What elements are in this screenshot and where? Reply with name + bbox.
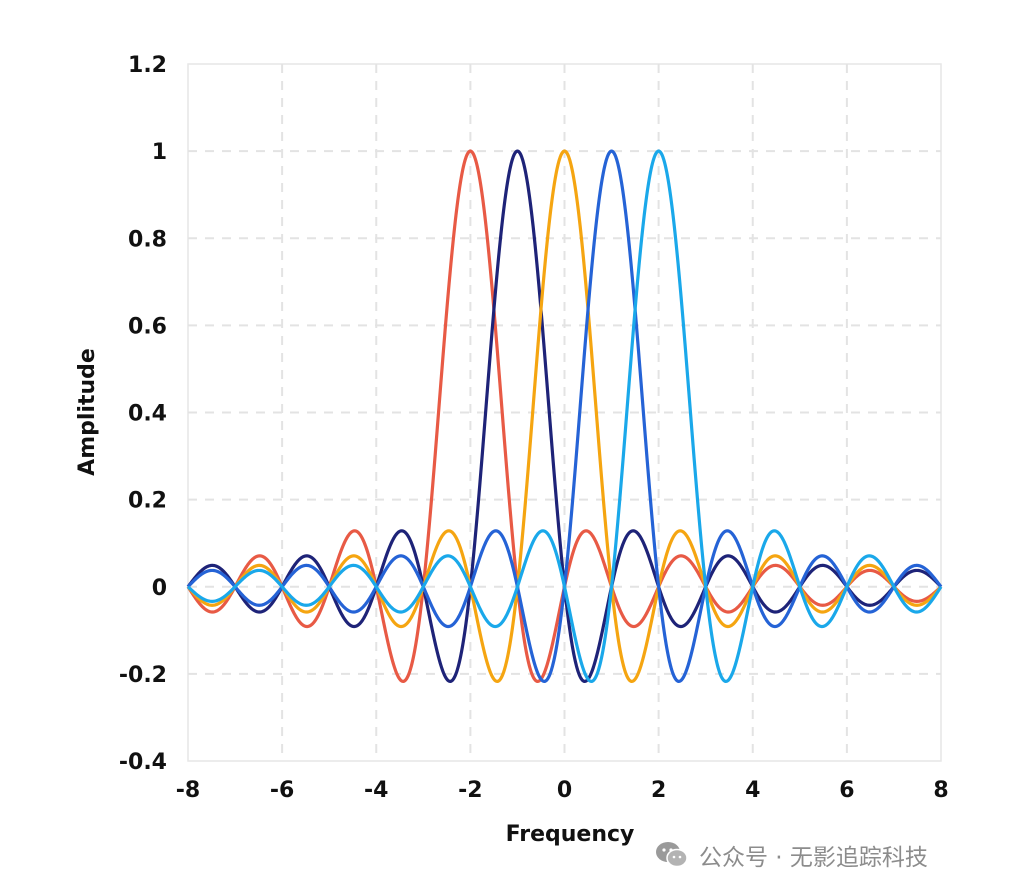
x-tick-label: -6 bbox=[270, 778, 294, 803]
tick-labels: -8 -6 -4 -2 0 2 4 6 8 -0.4 -0.2 0 0.2 0.4 0.6 0.8 1 1.2 bbox=[119, 53, 949, 803]
wechat-icon bbox=[656, 842, 688, 868]
x-tick-label: 0 bbox=[557, 778, 572, 803]
y-tick-label: 0.2 bbox=[128, 489, 167, 514]
x-axis-title: Frequency bbox=[506, 822, 635, 847]
series-group bbox=[186, 149, 943, 683]
x-tick-label: 6 bbox=[839, 778, 854, 803]
y-tick-label: 1.2 bbox=[128, 53, 167, 78]
series-line-4 bbox=[186, 149, 943, 683]
y-axis-title: Amplitude bbox=[75, 348, 100, 476]
y-tick-label: 1 bbox=[152, 140, 167, 165]
series-line-2 bbox=[186, 149, 943, 683]
x-tick-label: 8 bbox=[933, 778, 948, 803]
y-tick-label: -0.4 bbox=[119, 750, 167, 775]
watermark: 公众号 · 无影追踪科技 bbox=[655, 838, 928, 872]
x-tick-label: -4 bbox=[364, 778, 388, 803]
y-tick-label: -0.2 bbox=[119, 663, 167, 688]
y-tick-label: 0.8 bbox=[128, 227, 167, 252]
y-tick-label: 0.6 bbox=[128, 314, 167, 339]
y-tick-label: 0.4 bbox=[128, 402, 167, 427]
x-tick-label: -8 bbox=[176, 778, 200, 803]
y-tick-label: 0 bbox=[152, 576, 167, 601]
x-tick-label: 4 bbox=[745, 778, 760, 803]
x-tick-label: 2 bbox=[651, 778, 666, 803]
watermark-text: 公众号 · 无影追踪科技 bbox=[699, 845, 928, 871]
x-tick-label: -2 bbox=[458, 778, 482, 803]
